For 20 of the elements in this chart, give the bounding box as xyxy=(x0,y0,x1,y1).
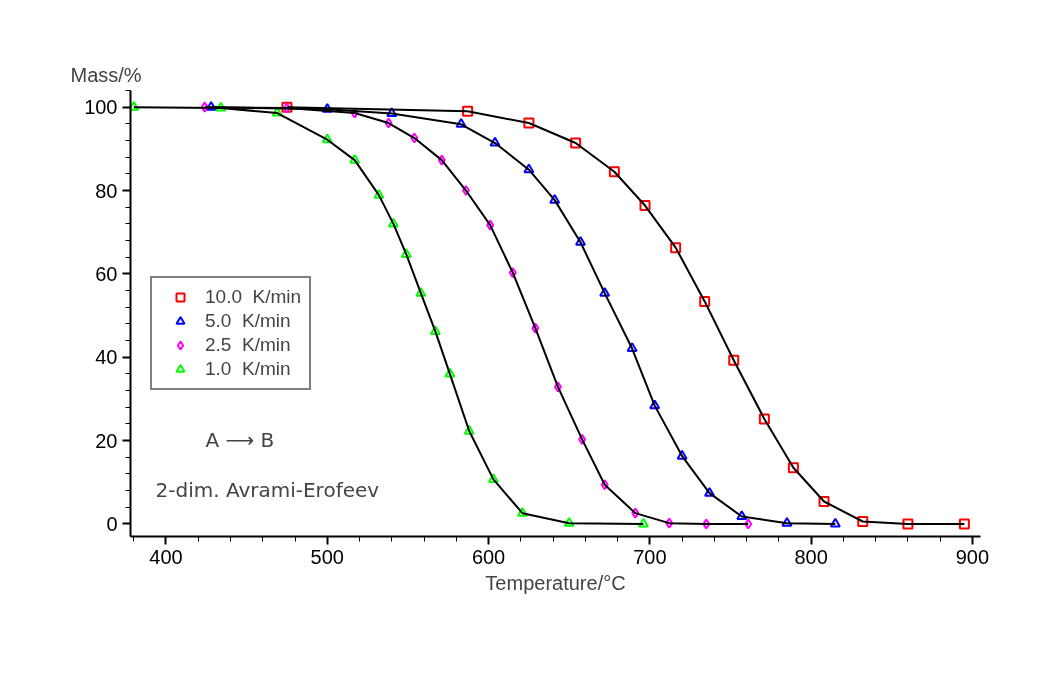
legend-label: 2.5 K/min xyxy=(205,334,291,356)
y-tick-label: 60 xyxy=(95,262,118,285)
legend-label: 5.0 K/min xyxy=(205,310,291,332)
x-tick-label: 500 xyxy=(310,545,344,568)
y-tick-label: 0 xyxy=(106,513,118,535)
y-tick-label: 100 xyxy=(84,96,118,119)
legend-label: 10.0 K/min xyxy=(205,286,302,308)
annotation: 2-dim. Avrami-Erofeev xyxy=(155,477,380,502)
y-axis-title: Mass/% xyxy=(70,63,142,86)
legend-label: 1.0 K/min xyxy=(205,358,291,380)
annotation: A ⟶ B xyxy=(205,427,275,452)
y-tick-label: 40 xyxy=(95,346,118,369)
x-axis-title: Temperature/°C xyxy=(485,571,626,594)
y-tick-label: 80 xyxy=(95,179,118,202)
x-tick-label: 700 xyxy=(633,545,667,568)
x-tick-label: 400 xyxy=(149,545,183,568)
x-tick-label: 800 xyxy=(794,545,828,568)
y-tick-label: 20 xyxy=(95,429,118,452)
x-tick-label: 600 xyxy=(471,545,506,568)
x-tick-label: 900 xyxy=(955,545,990,568)
